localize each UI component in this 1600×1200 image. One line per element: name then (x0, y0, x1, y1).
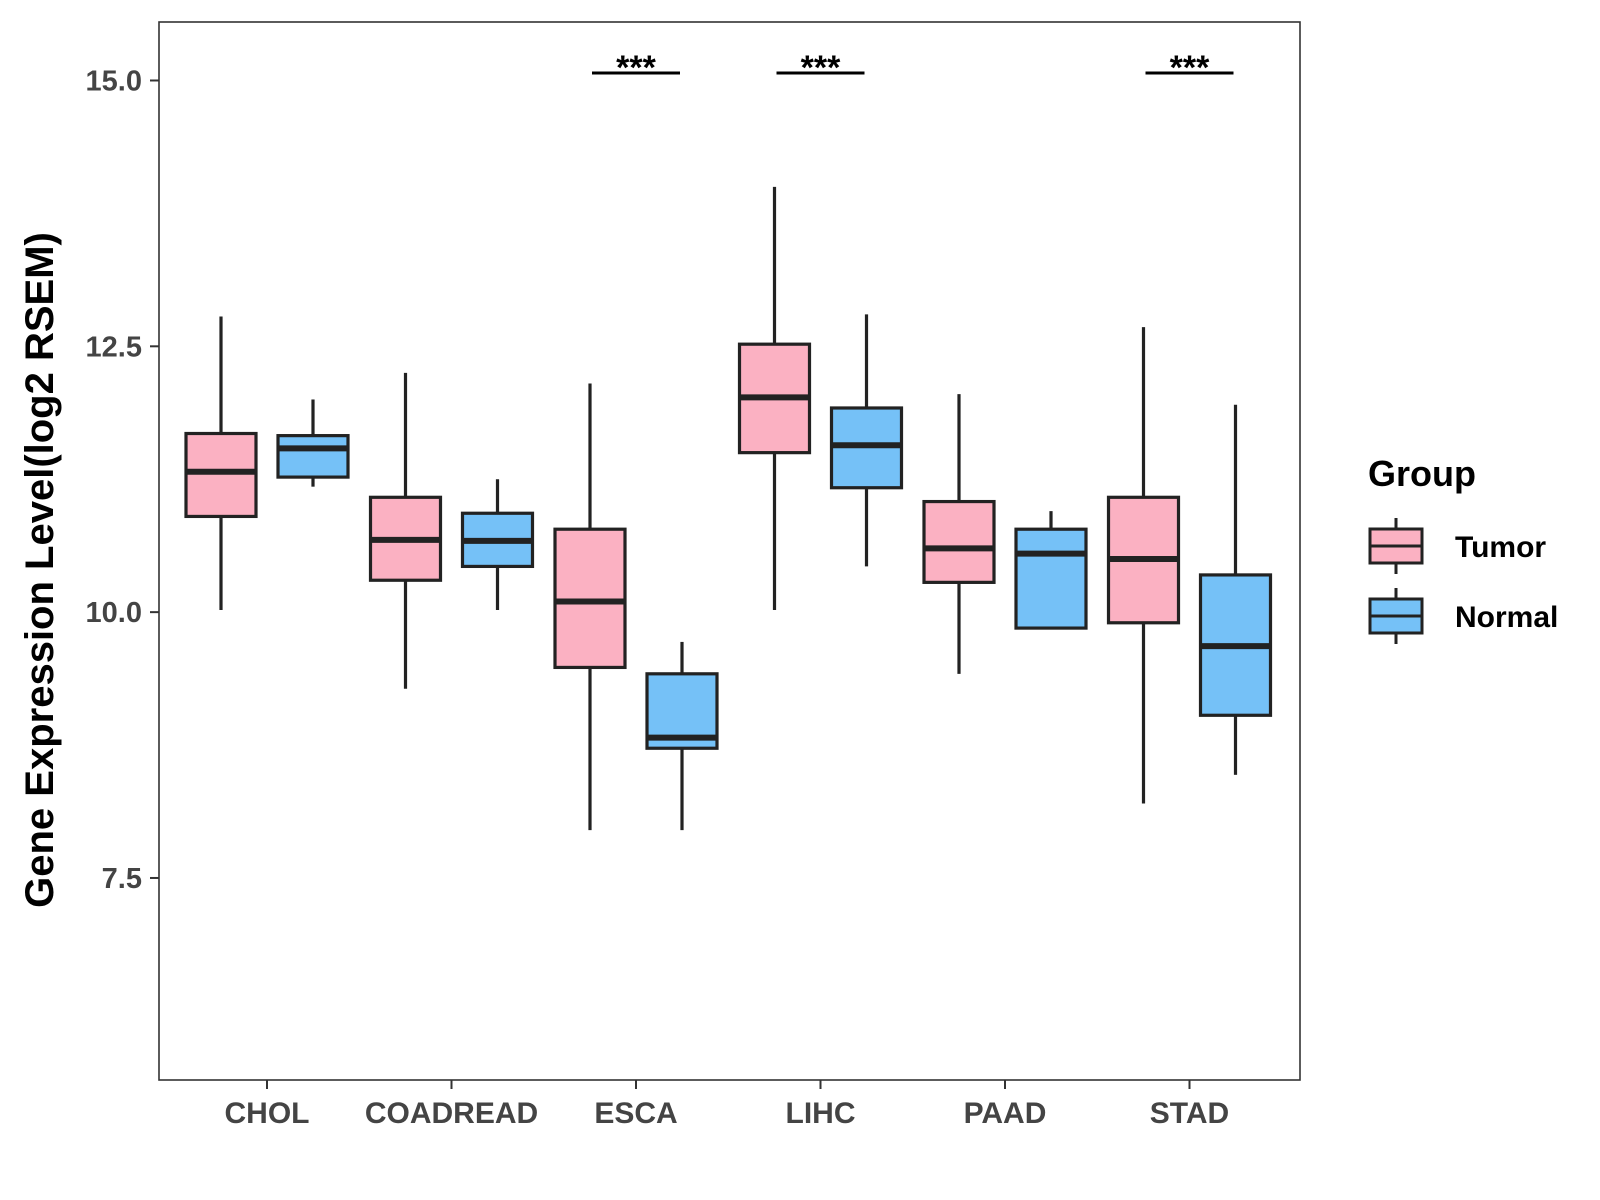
legend-title: Group (1368, 453, 1476, 494)
box-tumor-lihc (737, 186, 812, 611)
legend-key-tumor (1368, 518, 1424, 574)
x-tick-label: LIHC (786, 1097, 856, 1130)
box-iqr (276, 434, 350, 479)
y-axis-title: Gene Expression Level(log2 RSEM) (18, 232, 62, 908)
significance-label: *** (616, 49, 656, 87)
box-iqr (1014, 527, 1088, 630)
box-normal-coadread (460, 479, 535, 611)
legend-label: Normal (1455, 601, 1558, 634)
legend-item-normal: Normal (1368, 588, 1558, 644)
y-tick-label: 15.0 (86, 65, 142, 97)
legend-key-normal (1368, 588, 1424, 644)
significance-esca: *** (592, 49, 680, 87)
legend: Group Tumor Normal (1368, 453, 1558, 644)
box-tumor-stad (1106, 327, 1181, 804)
box-normal-esca (645, 641, 719, 831)
x-tick-label: STAD (1150, 1097, 1229, 1130)
x-tick-label: ESCA (594, 1097, 677, 1130)
y-tick-label: 12.5 (86, 331, 142, 363)
series-normal (276, 314, 1273, 831)
box-series (184, 186, 1273, 831)
legend-items: Tumor Normal (1368, 518, 1558, 644)
significance-lihc: *** (776, 49, 865, 87)
box-normal-paad (1014, 511, 1088, 630)
box-tumor-coadread (368, 372, 443, 689)
y-axis: 7.5 10.0 12.5 15.0 (86, 65, 159, 895)
box-normal-chol (276, 399, 350, 487)
y-tick-label: 10.0 (86, 597, 142, 629)
box-tumor-paad (922, 394, 996, 674)
y-tick-label: 7.5 (102, 863, 142, 895)
x-tick-label: PAAD (964, 1097, 1047, 1130)
x-tick-label: CHOL (225, 1097, 310, 1130)
legend-label: Tumor (1455, 531, 1546, 564)
significance-stad: *** (1145, 49, 1234, 87)
significance-label: *** (801, 49, 841, 87)
significance-label: *** (1170, 49, 1210, 87)
box-tumor-chol (184, 316, 258, 611)
significance-annotations: *** *** *** (592, 49, 1234, 87)
x-axis: CHOL COADREAD ESCA LIHC PAAD STAD (225, 1080, 1229, 1130)
x-tick-label: COADREAD (365, 1097, 538, 1130)
box-iqr (184, 431, 258, 519)
legend-item-tumor: Tumor (1368, 518, 1546, 574)
box-iqr (922, 499, 996, 584)
series-tumor (184, 186, 1181, 831)
box-normal-stad (1198, 404, 1273, 775)
box-normal-lihc (829, 314, 904, 567)
box-iqr (553, 527, 627, 670)
box-tumor-esca (553, 383, 627, 831)
